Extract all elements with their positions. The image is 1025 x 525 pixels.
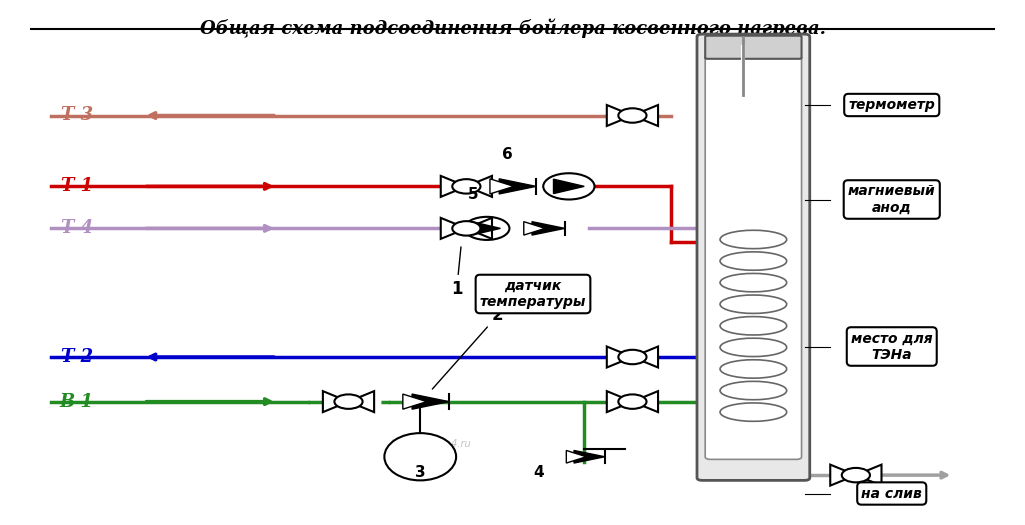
Polygon shape [566,450,586,463]
Text: Т 4: Т 4 [60,219,93,237]
Polygon shape [524,222,545,235]
Text: 6: 6 [502,148,512,162]
Circle shape [842,468,870,482]
Text: Т 2: Т 2 [60,348,93,366]
Text: 2: 2 [433,306,503,389]
Polygon shape [474,222,500,235]
Polygon shape [607,391,632,412]
Text: Общая схема подсоединения бойлера косвенного нагрева.: Общая схема подсоединения бойлера косвен… [200,18,825,38]
Polygon shape [348,391,374,412]
Text: http://4001p4.ru: http://4001p4.ru [391,438,470,449]
Text: 1: 1 [451,247,462,298]
Polygon shape [490,179,514,194]
Polygon shape [412,394,449,409]
Polygon shape [554,179,584,194]
Text: 5: 5 [468,187,479,202]
Polygon shape [632,346,658,367]
Text: Т 3: Т 3 [60,107,93,124]
Circle shape [543,173,594,200]
Polygon shape [574,450,605,463]
Polygon shape [441,218,466,239]
Circle shape [618,350,647,364]
Polygon shape [607,346,632,367]
Polygon shape [632,391,658,412]
Polygon shape [466,218,492,239]
FancyBboxPatch shape [705,55,802,459]
Circle shape [464,217,509,240]
Circle shape [452,221,481,236]
Polygon shape [441,176,466,197]
Polygon shape [499,179,536,194]
Circle shape [452,179,481,194]
Text: термометр: термометр [849,98,935,112]
Text: на слив: на слив [861,487,922,500]
FancyBboxPatch shape [697,34,810,480]
Polygon shape [532,222,565,235]
Polygon shape [403,394,426,409]
Polygon shape [830,465,856,486]
Text: место для
ТЭНа: место для ТЭНа [851,331,933,362]
Polygon shape [856,465,882,486]
Circle shape [618,108,647,123]
FancyBboxPatch shape [705,36,802,59]
Text: магниевый
анод: магниевый анод [848,184,936,215]
Text: 4: 4 [533,465,543,480]
Ellipse shape [384,433,456,480]
Circle shape [618,394,647,409]
Polygon shape [323,391,348,412]
Polygon shape [466,176,492,197]
Text: Т 1: Т 1 [60,177,93,195]
Polygon shape [632,105,658,126]
Circle shape [334,394,363,409]
Text: датчик
температуры: датчик температуры [480,279,586,309]
Polygon shape [607,105,632,126]
Text: В 1: В 1 [59,393,94,411]
Text: 3: 3 [415,465,425,480]
